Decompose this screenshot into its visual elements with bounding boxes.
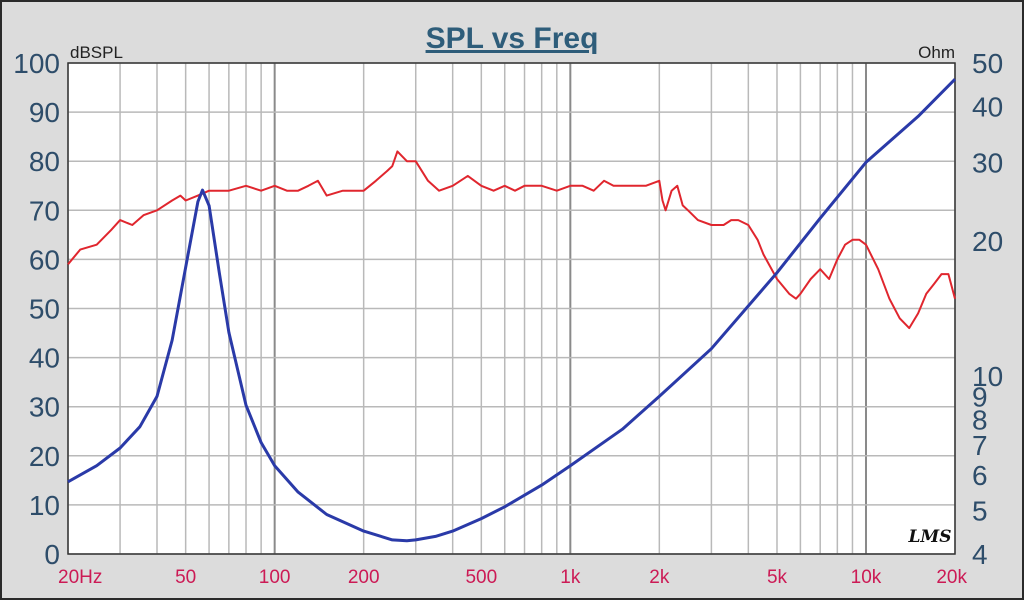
x-axis-tick: 20k [936,567,967,588]
right-axis-unit: Ohm [918,43,955,62]
x-axis-tick: 5k [767,567,788,588]
right-axis-tick: 5 [972,496,988,527]
spl-curve [67,150,956,330]
left-axis-tick: 90 [29,97,60,128]
x-axis-tick: 10k [851,567,882,588]
left-axis-tick: 10 [29,490,60,521]
right-axis-tick: 8 [972,404,988,435]
right-axis-tick: 7 [972,430,988,461]
plot-border [67,62,956,555]
impedance-curve [67,78,957,543]
x-axis-tick: 20Hz [58,567,102,588]
right-axis-tick: 9 [972,381,988,412]
x-axis-tick: 500 [465,567,497,588]
left-axis-tick: 30 [29,392,60,423]
x-axis-tick: 100 [259,567,291,588]
left-axis-tick: 40 [29,343,60,374]
right-axis-tick: 20 [972,226,1003,257]
left-axis-tick: 0 [44,539,60,570]
x-axis-tick: 50 [175,567,196,588]
left-axis-tick: 60 [29,244,60,275]
right-axis-tick: 6 [972,460,988,491]
left-axis-tick: 50 [29,294,60,325]
chart-title: SPL vs Freq [426,22,599,55]
right-axis-tick: 50 [972,48,1003,79]
right-axis-tick: 40 [972,91,1003,122]
x-axis-tick: 1k [560,567,581,588]
left-axis-tick: 80 [29,146,60,177]
lms-watermark: LMS [907,527,951,547]
right-axis-tick: 10 [972,361,1003,392]
left-axis-tick: 100 [13,48,60,79]
right-axis-tick: 4 [972,539,988,570]
left-axis-unit: dBSPL [70,43,123,62]
left-axis-tick: 20 [29,441,60,472]
left-axis-tick: 70 [29,195,60,226]
x-axis-tick: 200 [348,567,380,588]
x-axis-tick: 2k [649,567,670,588]
right-axis-tick: 30 [972,147,1003,178]
